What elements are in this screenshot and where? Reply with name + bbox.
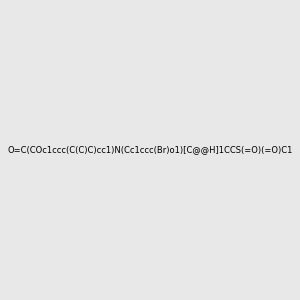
Text: O=C(COc1ccc(C(C)C)cc1)N(Cc1ccc(Br)o1)[C@@H]1CCS(=O)(=O)C1: O=C(COc1ccc(C(C)C)cc1)N(Cc1ccc(Br)o1)[C@… — [7, 146, 293, 154]
